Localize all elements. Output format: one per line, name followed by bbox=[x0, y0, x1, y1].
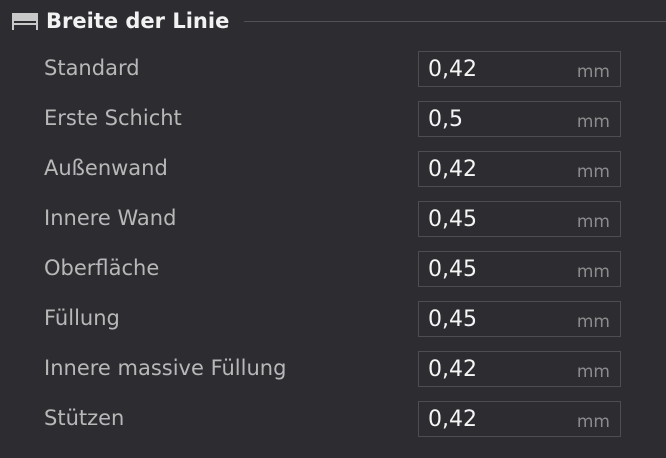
setting-input[interactable]: 0,45 mm bbox=[418, 201, 621, 237]
setting-input[interactable]: 0,45 mm bbox=[418, 251, 621, 287]
setting-value[interactable]: 0,42 bbox=[428, 357, 477, 382]
setting-label: Oberfläche bbox=[44, 256, 160, 280]
setting-value[interactable]: 0,45 bbox=[428, 257, 477, 282]
setting-value[interactable]: 0,42 bbox=[428, 57, 477, 82]
setting-row: Füllung 0,45 mm bbox=[0, 301, 666, 339]
setting-value[interactable]: 0,45 bbox=[428, 207, 477, 232]
setting-label: Stützen bbox=[44, 406, 125, 430]
setting-row: Standard 0,42 mm bbox=[0, 51, 666, 89]
line-width-icon bbox=[12, 11, 38, 31]
setting-value[interactable]: 0,45 bbox=[428, 307, 477, 332]
setting-label: Außenwand bbox=[44, 156, 168, 180]
section-title: Breite der Linie bbox=[46, 9, 230, 33]
setting-value[interactable]: 0,42 bbox=[428, 157, 477, 182]
setting-value[interactable]: 0,42 bbox=[428, 407, 477, 432]
setting-row: Innere Wand 0,45 mm bbox=[0, 201, 666, 239]
setting-label: Erste Schicht bbox=[44, 106, 182, 130]
setting-input[interactable]: 0,42 mm bbox=[418, 351, 621, 387]
setting-row: Innere massive Füllung 0,42 mm bbox=[0, 351, 666, 389]
unit-label: mm bbox=[576, 362, 610, 382]
setting-input[interactable]: 0,5 mm bbox=[418, 101, 621, 137]
unit-label: mm bbox=[576, 112, 610, 132]
setting-label: Innere Wand bbox=[44, 206, 177, 230]
unit-label: mm bbox=[576, 412, 610, 432]
section-header: Breite der Linie bbox=[12, 4, 229, 38]
setting-input[interactable]: 0,42 mm bbox=[418, 151, 621, 187]
unit-label: mm bbox=[576, 312, 610, 332]
setting-row: Stützen 0,42 mm bbox=[0, 401, 666, 439]
setting-label: Füllung bbox=[44, 306, 120, 330]
unit-label: mm bbox=[576, 212, 610, 232]
unit-label: mm bbox=[576, 162, 610, 182]
unit-label: mm bbox=[576, 262, 610, 282]
setting-label: Innere massive Füllung bbox=[44, 356, 287, 380]
setting-input[interactable]: 0,45 mm bbox=[418, 301, 621, 337]
setting-row: Außenwand 0,42 mm bbox=[0, 151, 666, 189]
setting-label: Standard bbox=[44, 56, 140, 80]
section-divider bbox=[244, 21, 666, 22]
setting-value[interactable]: 0,5 bbox=[428, 107, 463, 132]
unit-label: mm bbox=[576, 62, 610, 82]
setting-row: Oberfläche 0,45 mm bbox=[0, 251, 666, 289]
setting-input[interactable]: 0,42 mm bbox=[418, 401, 621, 437]
setting-row: Erste Schicht 0,5 mm bbox=[0, 101, 666, 139]
setting-input[interactable]: 0,42 mm bbox=[418, 51, 621, 87]
